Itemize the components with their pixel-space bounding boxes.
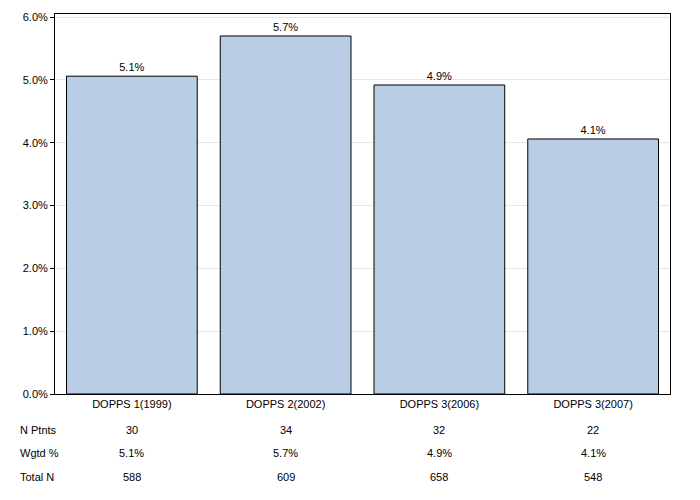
svg-text:DOPPS 3(2006): DOPPS 3(2006) (400, 398, 479, 410)
svg-text:DOPPS 3(2007): DOPPS 3(2007) (553, 398, 632, 410)
svg-text:Wgtd %: Wgtd % (20, 447, 59, 459)
svg-text:22: 22 (587, 424, 599, 436)
svg-text:5.1%: 5.1% (119, 447, 144, 459)
svg-text:658: 658 (430, 471, 448, 483)
svg-text:5.0%: 5.0% (23, 74, 48, 86)
svg-text:4.0%: 4.0% (23, 137, 48, 149)
svg-text:34: 34 (280, 424, 292, 436)
svg-text:0.0%: 0.0% (23, 388, 48, 400)
svg-text:4.9%: 4.9% (427, 70, 452, 82)
svg-text:DOPPS 2(2002): DOPPS 2(2002) (246, 398, 325, 410)
svg-text:5.7%: 5.7% (273, 21, 298, 33)
svg-text:4.1%: 4.1% (581, 447, 606, 459)
svg-text:3.0%: 3.0% (23, 199, 48, 211)
svg-text:32: 32 (433, 424, 445, 436)
svg-text:N Ptnts: N Ptnts (20, 424, 57, 436)
svg-text:1.0%: 1.0% (23, 325, 48, 337)
svg-text:DOPPS 1(1999): DOPPS 1(1999) (92, 398, 171, 410)
svg-text:2.0%: 2.0% (23, 262, 48, 274)
svg-text:30: 30 (126, 424, 138, 436)
svg-text:6.0%: 6.0% (23, 11, 48, 23)
svg-text:548: 548 (584, 471, 602, 483)
svg-text:4.1%: 4.1% (580, 124, 605, 136)
svg-text:Total N: Total N (20, 471, 54, 483)
svg-text:609: 609 (277, 471, 295, 483)
svg-text:5.7%: 5.7% (273, 447, 298, 459)
svg-text:4.9%: 4.9% (427, 447, 452, 459)
svg-text:588: 588 (123, 471, 141, 483)
svg-text:5.1%: 5.1% (119, 61, 144, 73)
